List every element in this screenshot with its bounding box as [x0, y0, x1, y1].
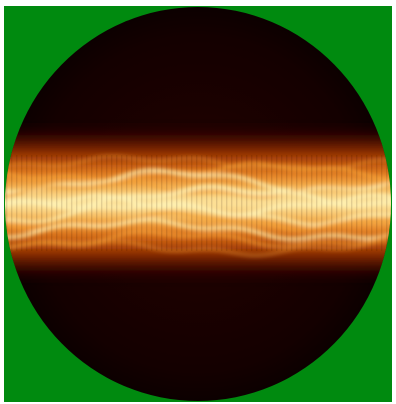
ripple-line — [356, 155, 358, 251]
ripple-line — [6, 155, 8, 251]
ripple-line — [361, 155, 363, 251]
fringe-strand — [5, 179, 391, 199]
ripple-line — [296, 155, 298, 251]
ripple-line — [126, 155, 128, 251]
ripple-line — [36, 155, 38, 251]
ripple-line — [131, 155, 133, 251]
ripple-line — [76, 155, 78, 251]
ripple-line — [26, 155, 28, 251]
ripple-line — [311, 155, 313, 251]
ripple-line — [266, 155, 268, 251]
ripple-line — [351, 155, 353, 251]
ripple-line — [31, 155, 33, 251]
ripple-line — [286, 155, 288, 251]
ripple-line — [151, 155, 153, 251]
beam-svg — [4, 6, 392, 402]
ripple-line — [261, 155, 263, 251]
ripple-line — [156, 155, 158, 251]
ripple-line — [106, 155, 108, 251]
ripple-line — [221, 155, 223, 251]
ripple-line — [366, 155, 368, 251]
ripple-line — [216, 155, 218, 251]
ripple-line — [86, 155, 88, 251]
ripple-line — [376, 155, 378, 251]
ripple-line — [21, 155, 23, 251]
ripple-line — [281, 155, 283, 251]
ripple-line — [236, 155, 238, 251]
ripple-line — [61, 155, 63, 251]
ripple-line — [146, 155, 148, 251]
ripple-line — [206, 155, 208, 251]
ripple-line — [16, 155, 18, 251]
ripple-line — [251, 155, 253, 251]
ripple-line — [166, 155, 168, 251]
ripple-line — [226, 155, 228, 251]
ripple-line — [91, 155, 93, 251]
fringe-strand — [5, 217, 391, 241]
fringe-strand — [5, 239, 391, 257]
ripple-line — [371, 155, 373, 251]
ripple-line — [321, 155, 323, 251]
ripple-line — [181, 155, 183, 251]
ripple-line — [231, 155, 233, 251]
fringe-strand — [5, 200, 391, 227]
ripple-line — [141, 155, 143, 251]
ripple-line — [271, 155, 273, 251]
ripple-line — [241, 155, 243, 251]
intensity-band — [5, 126, 391, 280]
fringe-strand — [5, 155, 391, 171]
ripple-line — [331, 155, 333, 251]
ripple-line — [51, 155, 53, 251]
ripple-line — [246, 155, 248, 251]
ripple-line — [186, 155, 188, 251]
ripple-line — [381, 155, 383, 251]
ripple-line — [196, 155, 198, 251]
ripple-line — [111, 155, 113, 251]
fringe-strand — [5, 168, 391, 195]
ripple-line — [276, 155, 278, 251]
beam-figure — [4, 6, 392, 402]
ripple-line — [291, 155, 293, 251]
ripple-line — [121, 155, 123, 251]
ripple-line — [341, 155, 343, 251]
ripple-line — [386, 155, 388, 251]
ripple-line — [171, 155, 173, 251]
ripple-line — [306, 155, 308, 251]
ripple-line — [191, 155, 193, 251]
ripple-line — [101, 155, 103, 251]
ripple-line — [301, 155, 303, 251]
fringe-strand — [5, 229, 391, 249]
ripple-line — [136, 155, 138, 251]
ripple-line — [56, 155, 58, 251]
fringe-pattern — [5, 155, 391, 257]
ripple-line — [346, 155, 348, 251]
ripple-line — [116, 155, 118, 251]
ripple-line — [176, 155, 178, 251]
ripple-line — [326, 155, 328, 251]
ripple-line — [161, 155, 163, 251]
ripple-line — [11, 155, 13, 251]
ripple-line — [71, 155, 73, 251]
ripple-line — [211, 155, 213, 251]
ripple-line — [46, 155, 48, 251]
ripple-line — [41, 155, 43, 251]
ripple-line — [96, 155, 98, 251]
ripple-texture — [6, 155, 388, 251]
ripple-line — [201, 155, 203, 251]
ripple-line — [66, 155, 68, 251]
ripple-line — [336, 155, 338, 251]
ripple-line — [316, 155, 318, 251]
ripple-line — [81, 155, 83, 251]
ripple-line — [256, 155, 258, 251]
